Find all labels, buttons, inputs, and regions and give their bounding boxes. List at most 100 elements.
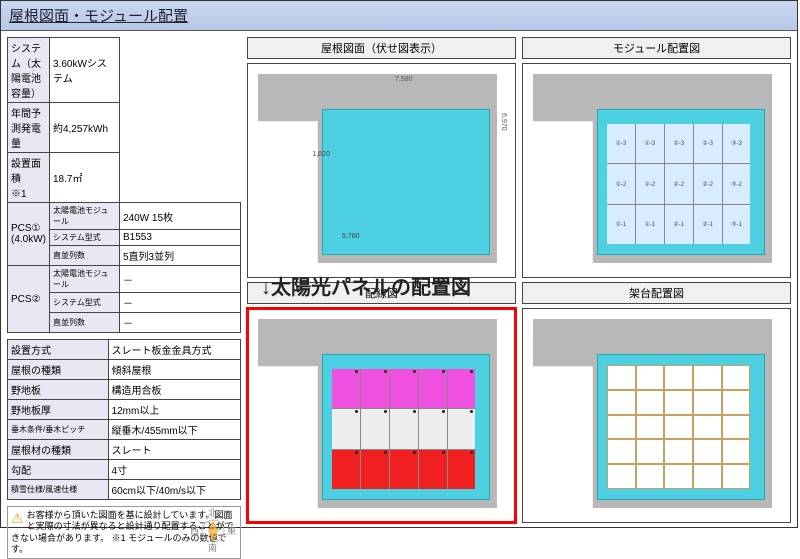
module-cell: ①-1	[607, 205, 635, 244]
rack-cell	[664, 390, 693, 415]
wiring-cell	[361, 369, 389, 408]
wiring-cell	[419, 450, 447, 489]
rack-cell	[607, 365, 636, 390]
spec1-r2-value: 18.7㎡	[50, 153, 120, 203]
compass-e: 東	[227, 526, 236, 537]
rack-cell	[693, 365, 722, 390]
panel4-title: 架台配置図	[522, 282, 791, 304]
compass-icon: 北 東 南 西	[190, 508, 236, 554]
spec2-label: 屋根の種類	[8, 360, 109, 380]
spec2-label: 設置方式	[8, 340, 109, 360]
rack-cell	[664, 365, 693, 390]
compass-n: 北	[208, 508, 217, 519]
callout-label: ↓太陽光パネルの配置図	[261, 271, 471, 300]
spec2-value: 傾斜屋根	[108, 360, 240, 380]
wiring-cell	[419, 409, 447, 448]
compass-w: 西	[190, 526, 199, 537]
rack-cell	[664, 439, 693, 464]
wiring-cell	[448, 369, 476, 408]
spec1-r1-label: 年間予測発電量	[8, 103, 50, 153]
rack-cell	[636, 365, 665, 390]
compass-s: 南	[208, 543, 217, 554]
wiring-cell	[332, 450, 360, 489]
rack-cell	[664, 464, 693, 489]
wiring-cell	[448, 409, 476, 448]
dim-inner-w: 5,760	[342, 233, 360, 240]
wiring-cell	[390, 450, 418, 489]
spec-table-2: 設置方式スレート板金金具方式屋根の種類傾斜屋根野地板構造用合板野地板厚12mm以…	[7, 339, 241, 500]
spec2-label: 野地板	[8, 380, 109, 400]
pcs1-r2-label: 直並列数	[50, 246, 120, 266]
module-cell: ②-2	[694, 164, 722, 203]
module-cell: ②-3	[665, 124, 693, 163]
pcs2-r1-label: システム型式	[50, 293, 120, 313]
module-grid: ①-3①-3②-3②-3③-3①-2①-2②-2②-2③-2①-1①-1②-1②…	[607, 124, 750, 244]
module-cell: ③-3	[723, 124, 751, 163]
rack-cell	[636, 415, 665, 440]
spec2-label: 垂木条件/垂木ピッチ	[8, 420, 109, 440]
spec2-value: 構造用合板	[108, 380, 240, 400]
panel1-body: 7,580 6,970 5,760 1,820	[247, 63, 516, 278]
rack-cell	[693, 464, 722, 489]
rack-cell	[693, 439, 722, 464]
rack-cell	[722, 390, 751, 415]
module-cell: ③-1	[723, 205, 751, 244]
rack-cell	[636, 464, 665, 489]
spec2-value: スレート板金金具方式	[108, 340, 240, 360]
spec2-label: 積雪仕様/風速仕様	[8, 480, 109, 500]
warning-icon: ⚠	[11, 510, 24, 528]
pcs2-r0-value: －	[120, 266, 241, 293]
wiring-grid	[332, 369, 475, 489]
dim-height: 6,970	[500, 113, 507, 248]
page-title: 屋根図面・モジュール配置	[1, 1, 797, 31]
pcs1-head: PCS① (4.0kW)	[8, 203, 50, 266]
panel2-body: ①-3①-3②-3②-3③-3①-2①-2②-2②-2③-2①-1①-1②-1②…	[522, 63, 791, 278]
rack-cell	[722, 464, 751, 489]
rack-cell	[636, 390, 665, 415]
wiring-cell	[390, 369, 418, 408]
module-cell: ②-1	[665, 205, 693, 244]
pcs2-head: PCS②	[8, 266, 50, 333]
module-cell: ①-2	[636, 164, 664, 203]
spec2-label: 勾配	[8, 460, 109, 480]
panel1-title: 屋根図面（伏せ図表示）	[247, 37, 516, 59]
page-root: 屋根図面・モジュール配置 システム（太陽電池容量） 3.60kWシステム 年間予…	[0, 0, 798, 528]
wiring-cell	[361, 409, 389, 448]
panel3-body	[247, 308, 516, 523]
spec-table-1: システム（太陽電池容量） 3.60kWシステム 年間予測発電量 約4,257kW…	[7, 37, 241, 333]
spec1-r1-value: 約4,257kWh	[50, 103, 120, 153]
wiring-cell	[390, 409, 418, 448]
rack-cell	[607, 439, 636, 464]
module-cell: ③-2	[723, 164, 751, 203]
pcs2-r2-value: －	[120, 313, 241, 333]
module-cell: ②-1	[694, 205, 722, 244]
spec2-value: スレート	[108, 440, 240, 460]
spec1-r2-label: 設置面積 ※1	[8, 153, 50, 203]
rack-cell	[722, 415, 751, 440]
panel2-title: モジュール配置図	[522, 37, 791, 59]
module-cell: ①-2	[607, 164, 635, 203]
pcs1-r2-value: 5直列3並列	[120, 246, 241, 266]
spec2-value: 12mm以上	[108, 400, 240, 420]
spec1-r0-value: 3.60kWシステム	[50, 38, 120, 103]
pcs1-r0-label: 太陽電池モジュール	[50, 203, 120, 230]
rack-cell	[722, 365, 751, 390]
rack-cell	[722, 439, 751, 464]
pcs1-r1-label: システム型式	[50, 230, 120, 246]
dim-width: 7,580	[322, 76, 485, 83]
spec2-label: 野地板厚	[8, 400, 109, 420]
wiring-cell	[361, 450, 389, 489]
pcs2-r1-value: －	[120, 293, 241, 313]
rack-cell	[693, 390, 722, 415]
spec2-value: 縦垂木/455mm以下	[108, 420, 240, 440]
module-cell: ①-3	[636, 124, 664, 163]
rack-cell	[607, 415, 636, 440]
pcs1-r0-value: 240W 15枚	[120, 203, 241, 230]
wiring-cell	[332, 409, 360, 448]
rack-cell	[693, 415, 722, 440]
note-box: ⚠ お客様から頂いた図面を基に設計しています。図面と実際の寸法が異なると設計通り…	[7, 506, 241, 559]
wiring-cell	[448, 450, 476, 489]
module-cell: ①-1	[636, 205, 664, 244]
rack-cell	[607, 464, 636, 489]
spec2-value: 60cm以下/40m/s以下	[108, 480, 240, 500]
